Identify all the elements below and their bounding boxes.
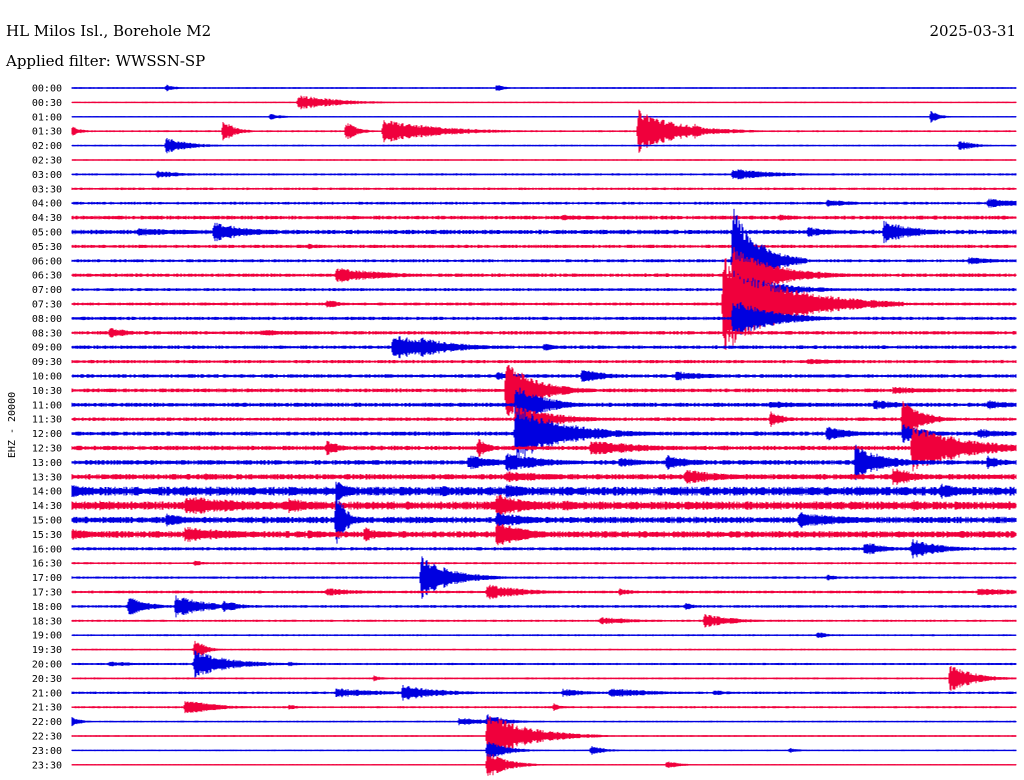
time-tick-label: 12:00: [32, 429, 62, 440]
date-label: 2025-03-31: [929, 22, 1016, 40]
time-tick-label: 21:30: [32, 703, 62, 714]
time-tick-label: 14:30: [32, 501, 62, 512]
time-tick-label: 11:30: [32, 415, 62, 426]
time-tick-label: 17:00: [32, 573, 62, 584]
time-tick-label: 05:30: [32, 242, 62, 253]
time-tick-label: 03:30: [32, 184, 62, 195]
time-tick-label: 20:00: [32, 660, 62, 671]
time-tick-label: 21:00: [32, 688, 62, 699]
time-tick-label: 04:30: [32, 213, 62, 224]
time-tick-label: 08:30: [32, 328, 62, 339]
time-tick-label: 19:30: [32, 645, 62, 656]
y-axis-label: EHZ - 20000: [7, 392, 18, 458]
time-tick-label: 23:30: [32, 760, 62, 771]
time-tick-label: 12:30: [32, 444, 62, 455]
filter-label: Applied filter: WWSSN-SP: [6, 52, 206, 70]
trace-rows: 00:00 00:30 01:00 01:30 02:00 02:30 03:00 03:30…: [32, 84, 1017, 776]
time-tick-label: 13:00: [32, 458, 62, 469]
time-tick-label: 15:30: [32, 530, 62, 541]
time-tick-label: 16:30: [32, 559, 62, 570]
time-tick-label: 13:30: [32, 472, 62, 483]
time-tick-label: 16:00: [32, 544, 62, 555]
time-tick-label: 00:00: [32, 84, 62, 95]
time-tick-label: 02:00: [32, 141, 62, 152]
time-tick-label: 00:30: [32, 98, 62, 109]
time-tick-label: 04:00: [32, 199, 62, 210]
time-tick-label: 23:00: [32, 746, 62, 757]
time-tick-label: 02:30: [32, 156, 62, 167]
time-tick-label: 06:00: [32, 256, 62, 267]
time-tick-label: 03:00: [32, 170, 62, 181]
time-tick-label: 20:30: [32, 674, 62, 685]
time-tick-label: 01:00: [32, 112, 62, 123]
time-tick-label: 22:00: [32, 717, 62, 728]
time-tick-label: 10:00: [32, 372, 62, 383]
time-tick-label: 14:00: [32, 487, 62, 498]
time-tick-label: 18:00: [32, 602, 62, 613]
time-tick-label: 09:00: [32, 343, 62, 354]
time-tick-label: 15:00: [32, 516, 62, 527]
time-tick-label: 17:30: [32, 588, 62, 599]
time-tick-label: 22:30: [32, 732, 62, 743]
time-tick-label: 08:00: [32, 314, 62, 325]
time-tick-label: 01:30: [32, 127, 62, 138]
time-tick-label: 18:30: [32, 616, 62, 627]
station-title: HL Milos Isl., Borehole M2: [6, 22, 212, 40]
time-tick-label: 11:00: [32, 400, 62, 411]
time-tick-label: 06:30: [32, 271, 62, 282]
time-tick-label: 07:30: [32, 300, 62, 311]
time-tick-label: 10:30: [32, 386, 62, 397]
time-tick-label: 19:00: [32, 631, 62, 642]
time-tick-label: 09:30: [32, 357, 62, 368]
time-tick-label: 05:00: [32, 228, 62, 239]
time-tick-label: 07:00: [32, 285, 62, 296]
